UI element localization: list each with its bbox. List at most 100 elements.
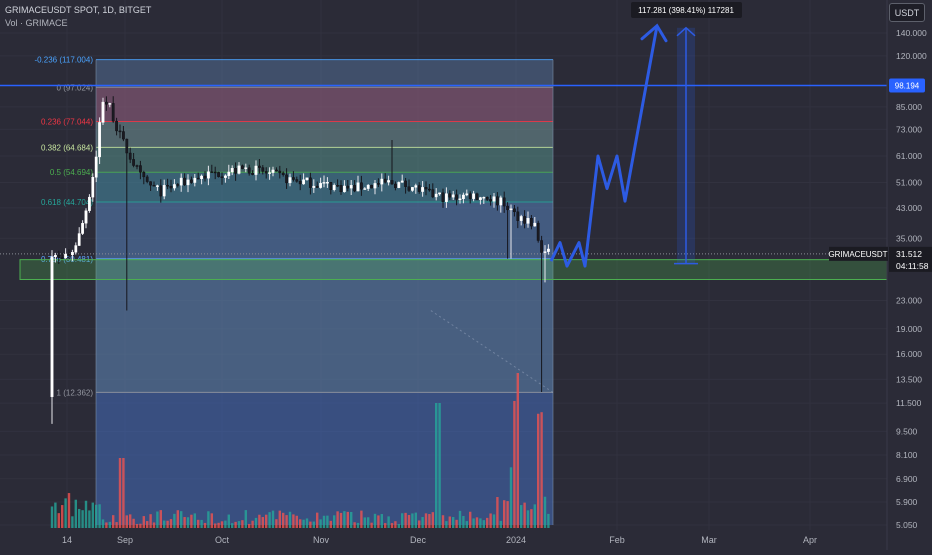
candle-body: [496, 196, 499, 206]
volume-bar: [353, 522, 356, 528]
volume-bar: [503, 500, 506, 528]
candle-body: [128, 152, 132, 160]
volume-bar: [486, 517, 489, 528]
volume-bar: [465, 521, 468, 528]
candle-body: [247, 167, 251, 174]
volume-bar: [336, 511, 339, 528]
horizontal-line[interactable]: [0, 84, 887, 255]
price-tick-label: 16.000: [896, 349, 922, 359]
volume-bar: [380, 514, 383, 528]
candle-body: [472, 193, 475, 199]
candle-body: [91, 177, 95, 198]
projection-drawing[interactable]: 117.281 (398.41%) 117281: [549, 2, 742, 268]
candle-body: [349, 185, 353, 189]
support-zone-rect: [19, 259, 888, 280]
volume-bar: [54, 502, 57, 528]
candle-body: [322, 182, 326, 184]
last-price-value: 31.512: [896, 249, 922, 259]
time-tick-label: Mar: [701, 535, 717, 545]
volume-bar: [173, 513, 176, 528]
candle-body: [451, 194, 455, 198]
candle-body: [125, 138, 129, 154]
candle-body: [288, 177, 292, 184]
volume-bar: [101, 519, 105, 528]
volume-bar: [418, 520, 421, 528]
candle-body: [240, 165, 244, 169]
fib-band: [96, 121, 553, 148]
measure-label: 117.281 (398.41%) 117281: [638, 6, 734, 15]
price-axis[interactable]: 140.000 120.000 98.194 85.000 73.000 61.000 51…: [828, 0, 932, 550]
candle-body: [254, 165, 258, 175]
volume-bar: [377, 515, 380, 528]
volume-bar: [190, 514, 193, 528]
volume-bar: [360, 510, 363, 528]
candle-body: [445, 193, 448, 202]
candle-body: [312, 185, 316, 188]
candle-body: [516, 211, 520, 221]
candle-body: [189, 179, 193, 183]
volume-bar: [526, 510, 530, 528]
volume-bar: [506, 501, 509, 528]
volume-bar: [401, 513, 404, 528]
candle-body: [339, 185, 343, 193]
volume-bar: [207, 511, 210, 528]
volume-bar: [312, 521, 315, 528]
last-price-badge: [889, 246, 932, 272]
candle-body: [530, 218, 533, 227]
volume-bar: [523, 502, 526, 528]
volume-bar: [533, 504, 536, 528]
candle-body: [309, 177, 312, 188]
volume-bar: [322, 515, 326, 528]
symbol-title[interactable]: GRIMACEUSDT SPOT, 1D, BITGET: [5, 5, 152, 15]
candle-body: [428, 188, 431, 191]
fib-retracement[interactable]: -0.236 (117.004) 0 (97.024) 0.236 (77.044)…: [34, 56, 554, 525]
time-tick-label: Apr: [803, 535, 817, 545]
volume-bar: [540, 412, 543, 528]
price-tick-label: 13.500: [896, 374, 922, 384]
volume-bar: [268, 512, 271, 528]
volume-bar: [258, 514, 261, 528]
fib-level-label: 0 (97.024): [57, 83, 94, 92]
currency-button[interactable]: USDT: [889, 3, 925, 22]
volume-bar: [438, 403, 441, 528]
volume-bar: [547, 513, 550, 528]
last-price-countdown: 04:11:58: [896, 261, 929, 271]
candle-body: [132, 159, 135, 166]
candle-body: [390, 180, 394, 185]
candle-body: [172, 184, 176, 189]
fib-level-label: 0.618 (44.704): [41, 198, 93, 207]
volume-bar: [373, 513, 377, 528]
time-axis[interactable]: 14 Sep Oct Nov Dec 2024 Feb Mar Apr: [62, 535, 817, 545]
volume-bar: [455, 519, 458, 528]
candle-body: [183, 177, 186, 186]
volume-bar: [112, 515, 115, 528]
fib-level-label: 0.236 (77.044): [41, 117, 93, 126]
volume-bar: [445, 521, 448, 528]
candle-body: [295, 179, 299, 182]
volume-bar: [142, 516, 145, 528]
volume-bar: [203, 522, 207, 528]
price-tick-label: 61.000: [896, 151, 922, 161]
volume-bar: [84, 500, 88, 528]
price-tick-label: 8.100: [896, 450, 918, 460]
candle-body: [84, 210, 88, 224]
candle-body: [227, 171, 231, 177]
candle-body: [179, 177, 183, 186]
volume-legend[interactable]: Vol · GRIMACE: [5, 18, 68, 28]
candle-body: [363, 188, 367, 190]
candle-body: [404, 180, 407, 187]
candle-body: [448, 193, 452, 198]
volume-bar: [197, 519, 200, 528]
volume-bar: [333, 515, 336, 528]
volume-bar: [139, 523, 142, 528]
candle-body: [220, 176, 224, 178]
volume-bar: [397, 523, 400, 528]
candle-body: [162, 184, 166, 197]
candle-body: [57, 255, 61, 258]
candle-body: [332, 185, 336, 191]
candle-body: [509, 208, 513, 211]
support-zone[interactable]: [19, 259, 888, 280]
candle-body: [206, 171, 210, 179]
